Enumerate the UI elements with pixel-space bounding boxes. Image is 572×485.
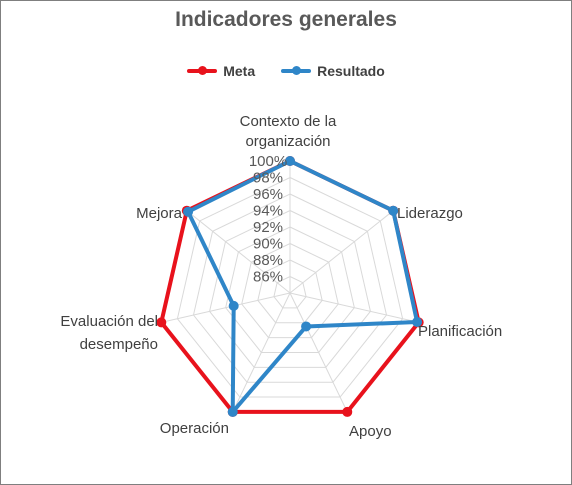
legend-item-resultado: Resultado xyxy=(281,63,385,79)
grid-spoke xyxy=(232,292,291,413)
category-label: Apoyo xyxy=(349,423,392,440)
category-label: Operación xyxy=(160,420,229,437)
data-point-meta xyxy=(156,317,167,328)
category-label: Evaluación del desempeño xyxy=(60,313,158,353)
legend-label-meta: Meta xyxy=(223,63,256,79)
grid-spoke xyxy=(289,292,419,323)
grid-ring xyxy=(192,193,388,383)
radial-tick-label: 92% xyxy=(253,219,283,236)
radial-tick-label: 96% xyxy=(253,186,283,203)
radial-tick-label: 90% xyxy=(253,236,283,253)
chart-title: Indicadores generales xyxy=(175,8,397,31)
category-label: Contexto de la organización xyxy=(240,113,337,150)
data-point-resultado xyxy=(227,406,238,417)
grid-ring xyxy=(176,176,404,398)
radial-tick-label: 88% xyxy=(253,252,283,269)
radial-tick-label: 86% xyxy=(253,269,283,286)
legend: Meta Resultado xyxy=(0,63,572,79)
data-point-resultado xyxy=(388,205,399,216)
data-point-resultado xyxy=(412,317,423,328)
grid-ring xyxy=(209,209,371,368)
legend-label-resultado: Resultado xyxy=(317,63,385,79)
series-line-resultado xyxy=(186,159,420,414)
data-point-resultado xyxy=(228,300,239,311)
grid-ring xyxy=(225,226,355,353)
data-point-resultado xyxy=(183,206,194,217)
legend-swatch-resultado xyxy=(281,66,312,75)
grid-spoke xyxy=(186,210,291,294)
radial-tick-label: 100% xyxy=(249,153,287,170)
radial-tick-label: 98% xyxy=(253,170,283,187)
grid-spoke xyxy=(289,210,394,294)
radial-tick-label: 94% xyxy=(253,203,283,220)
category-label: Mejora xyxy=(136,205,183,222)
grid-ring xyxy=(241,242,339,339)
grid-spoke xyxy=(289,292,348,413)
category-label: Planificación xyxy=(418,323,502,340)
legend-swatch-meta xyxy=(187,66,218,75)
category-label: Liderazgo xyxy=(397,205,463,222)
grid-ring xyxy=(273,275,307,309)
data-point-meta xyxy=(342,406,353,417)
legend-item-meta: Meta xyxy=(187,63,255,79)
data-point-resultado xyxy=(301,321,312,332)
grid-ring xyxy=(257,259,323,324)
grid-spoke xyxy=(161,292,291,323)
data-point-resultado xyxy=(285,156,295,166)
